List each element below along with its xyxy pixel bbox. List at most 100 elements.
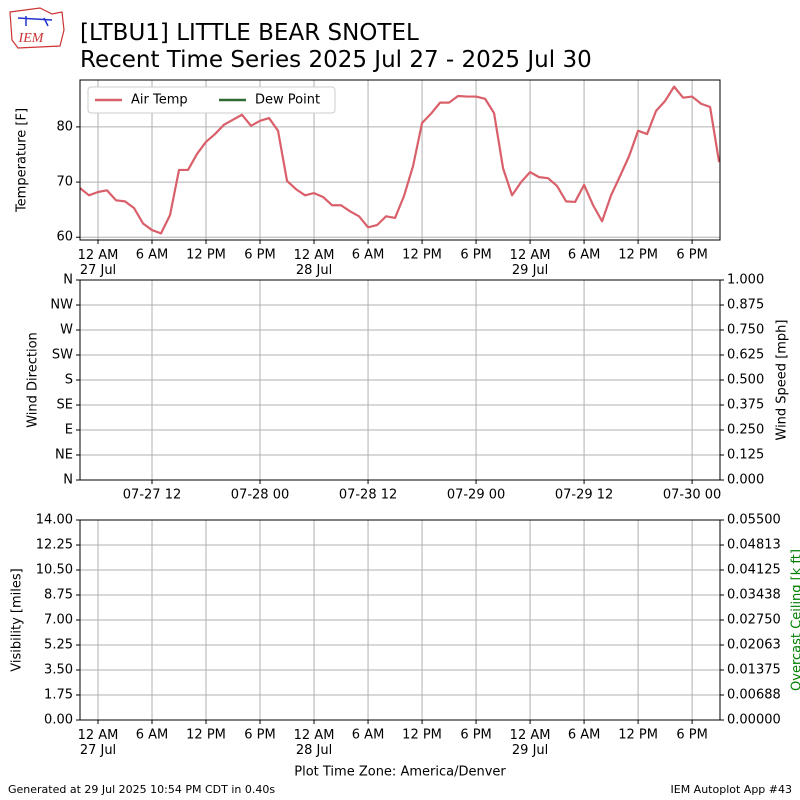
x-tick-label: 07-28 00 bbox=[231, 488, 289, 503]
x-tick-label: 6 PM bbox=[244, 728, 275, 743]
legend-label: Dew Point bbox=[255, 93, 320, 108]
tick-label-line: 29 Jul bbox=[512, 743, 548, 758]
x-tick-label: 6 PM bbox=[460, 248, 491, 263]
logo-text: IEM bbox=[18, 31, 45, 46]
tick-label-line: 27 Jul bbox=[80, 263, 116, 278]
x-tick-label: 6 AM bbox=[568, 728, 601, 743]
panel: 07-27 12 07-28 00 07-28 12 07-29 00 07-29 12… bbox=[26, 273, 790, 503]
x-tick-label: 12 AM 28 Jul bbox=[294, 728, 335, 758]
x-tick-label: 07-30 00 bbox=[663, 488, 721, 503]
y2-tick-label: 0.625 bbox=[727, 348, 764, 363]
tick-label-line: 12 AM bbox=[294, 248, 335, 263]
y-tick-label: 5.25 bbox=[44, 638, 73, 653]
x-tick-label: 6 AM bbox=[136, 728, 169, 743]
x-tick-label: 12 AM 27 Jul bbox=[78, 728, 119, 758]
logo: IEM bbox=[9, 7, 65, 49]
x-tick-label: 07-29 00 bbox=[447, 488, 505, 503]
x-tick-label: 07-29 12 bbox=[555, 488, 613, 503]
y2-axis-label: Wind Speed [mph] bbox=[775, 320, 790, 441]
x-tick-label: 6 PM bbox=[676, 728, 707, 743]
tick-label-line: 12 AM bbox=[294, 728, 335, 743]
y-tick-label: 10.50 bbox=[36, 563, 73, 578]
y-axis-label: Temperature [F] bbox=[15, 108, 30, 213]
y-tick-label: 12.25 bbox=[36, 538, 73, 553]
x-tick-label: 12 PM bbox=[618, 728, 658, 743]
y2-tick-label: 0.125 bbox=[727, 448, 764, 463]
y2-tick-label: 0.375 bbox=[727, 398, 764, 413]
x-tick-label: 07-28 12 bbox=[339, 488, 397, 503]
x-tick-label: 12 PM bbox=[186, 248, 226, 263]
y2-tick-label: 0.000 bbox=[727, 473, 764, 488]
y2-tick-label: 0.750 bbox=[727, 323, 764, 338]
y-tick-label: SW bbox=[52, 348, 73, 363]
tick-label-line: 12 AM bbox=[510, 248, 551, 263]
y-axis-label: Visibility [miles] bbox=[10, 568, 25, 671]
x-tick-label: 6 PM bbox=[244, 248, 275, 263]
x-tick-label: 12 PM bbox=[186, 728, 226, 743]
chart-title: [LTBU1] LITTLE BEAR SNOTEL bbox=[80, 20, 419, 46]
x-tick-label: 12 PM bbox=[402, 728, 442, 743]
y-tick-label: 8.75 bbox=[44, 588, 73, 603]
legend-box bbox=[87, 86, 336, 114]
footer-left: Generated at 29 Jul 2025 10:54 PM CDT in… bbox=[8, 783, 275, 796]
tick-label-line: 12 AM bbox=[78, 248, 119, 263]
tick-label-line: 12 AM bbox=[78, 728, 119, 743]
y-tick-label: S bbox=[65, 373, 73, 388]
y-tick-label: 70 bbox=[56, 175, 73, 190]
chart-subtitle: Recent Time Series 2025 Jul 27 - 2025 Ju… bbox=[80, 47, 592, 73]
y-tick-label: NW bbox=[50, 298, 73, 313]
y2-tick-label: 0.03438 bbox=[727, 588, 781, 603]
y2-tick-label: 0.500 bbox=[727, 373, 764, 388]
x-tick-label: 6 PM bbox=[460, 728, 491, 743]
y-tick-label: 0.00 bbox=[44, 713, 73, 728]
y-tick-label: E bbox=[65, 423, 73, 438]
plot-frame bbox=[79, 519, 721, 721]
x-tick-label: 12 AM 29 Jul bbox=[510, 728, 551, 758]
x-tick-label: 6 AM bbox=[136, 248, 169, 263]
logo-icon bbox=[17, 16, 53, 27]
y2-tick-label: 0.02063 bbox=[727, 638, 781, 653]
tick-label-line: 27 Jul bbox=[80, 743, 116, 758]
x-tick-label: 12 PM bbox=[402, 248, 442, 263]
x-tick-label: 6 AM bbox=[352, 248, 385, 263]
y2-tick-label: 0.00688 bbox=[727, 688, 781, 703]
y2-tick-label: 0.05500 bbox=[727, 513, 781, 528]
x-tick-label: 07-27 12 bbox=[123, 488, 181, 503]
y-tick-label: 14.00 bbox=[36, 513, 73, 528]
x-tick-label: 6 AM bbox=[352, 728, 385, 743]
y2-tick-label: 0.04813 bbox=[727, 538, 781, 553]
y-tick-label: 1.75 bbox=[44, 688, 73, 703]
y2-tick-label: 0.875 bbox=[727, 298, 764, 313]
y-tick-label: N bbox=[63, 473, 73, 488]
tick-label-line: 12 AM bbox=[510, 728, 551, 743]
y2-axis-label: Overcast Ceiling [k ft] bbox=[790, 549, 800, 691]
x-tick-label: 12 AM 27 Jul bbox=[78, 248, 119, 278]
y2-tick-label: 0.00000 bbox=[727, 713, 781, 728]
y2-tick-label: 1.000 bbox=[727, 273, 764, 288]
series-line bbox=[79, 85, 721, 235]
y2-tick-label: 0.250 bbox=[727, 423, 764, 438]
y-tick-label: NE bbox=[55, 448, 73, 463]
tick-label-line: 28 Jul bbox=[296, 743, 332, 758]
x-tick-label: 12 PM bbox=[618, 248, 658, 263]
y2-tick-label: 0.01375 bbox=[727, 663, 781, 678]
x-tick-label: 12 AM 28 Jul bbox=[294, 248, 335, 278]
y2-tick-label: 0.02750 bbox=[727, 613, 781, 628]
y-tick-label: N bbox=[63, 273, 73, 288]
plot-frame bbox=[79, 279, 721, 481]
x-tick-label: 12 AM 29 Jul bbox=[510, 248, 551, 278]
plot-frame bbox=[79, 79, 721, 241]
x-axis-label: Plot Time Zone: America/Denver bbox=[294, 765, 506, 780]
y-tick-label: W bbox=[60, 323, 73, 338]
y2-tick-label: 0.04125 bbox=[727, 563, 781, 578]
y-tick-label: 80 bbox=[56, 119, 73, 134]
tick-label-line: 29 Jul bbox=[512, 263, 548, 278]
y-tick-label: 60 bbox=[56, 230, 73, 245]
y-tick-label: 7.00 bbox=[44, 613, 73, 628]
x-tick-label: 6 AM bbox=[568, 248, 601, 263]
x-tick-label: 6 PM bbox=[676, 248, 707, 263]
y-axis-label: Wind Direction bbox=[26, 332, 41, 428]
